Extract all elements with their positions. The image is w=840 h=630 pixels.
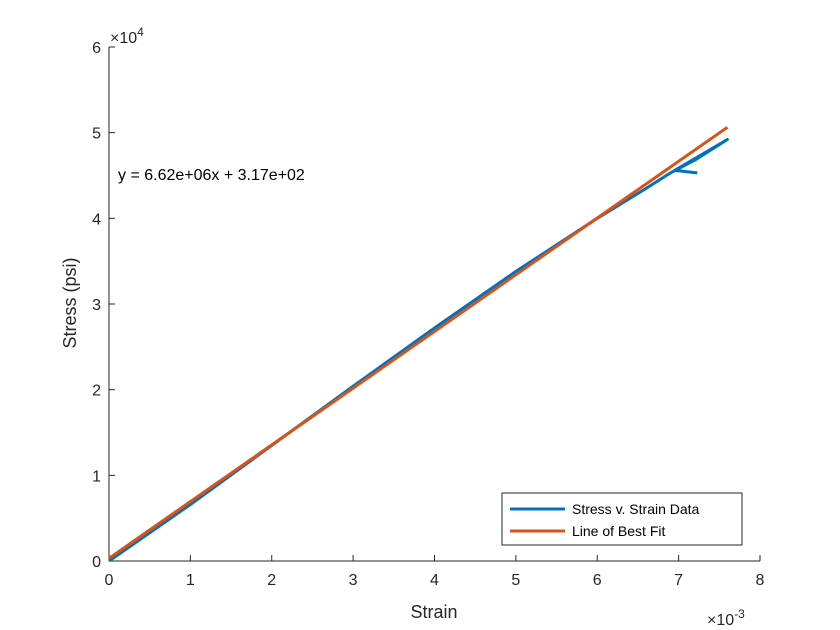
x-axis-exponent: ×10-3 [707,607,745,629]
x-tick-label: 4 [430,572,439,589]
x-tick-label: 3 [349,572,358,589]
series-layer [108,126,729,563]
axes: 0 1 2 3 4 5 6 7 8 0 1 2 3 4 5 6 [92,40,764,589]
x-axis-title: Strain [410,602,457,622]
y-tick-label: 3 [92,297,101,314]
y-tick-label: 6 [92,40,101,57]
x-tick-label: 7 [674,572,683,589]
legend: Stress v. Strain Data Line of Best Fit [501,492,743,546]
y-tick-label: 1 [92,468,101,485]
y-tick-label: 2 [92,383,101,400]
legend-label-fit: Line of Best Fit [572,523,665,539]
y-tick-label: 4 [92,211,101,228]
fit-equation-annotation: y = 6.62e+06x + 3.17e+02 [118,167,305,184]
x-tick-label: 1 [186,572,195,589]
y-tick-label: 5 [92,126,101,143]
y-axis-title: Stress (psi) [60,257,80,348]
x-tick-label: 8 [756,572,765,589]
y-tick-label: 0 [92,554,101,571]
x-axis-exponent-power: -3 [734,607,745,621]
y-axis-exponent: ×104 [110,25,144,47]
series-line-best-fit [108,126,729,560]
x-tick-label: 5 [511,572,520,589]
x-tick-label: 2 [267,572,276,589]
x-tick-label: 0 [105,572,114,589]
legend-label-data: Stress v. Strain Data [572,501,700,517]
y-axis-exponent-power: 4 [137,25,144,39]
legend-box [501,492,743,546]
x-tick-label: 6 [593,572,602,589]
